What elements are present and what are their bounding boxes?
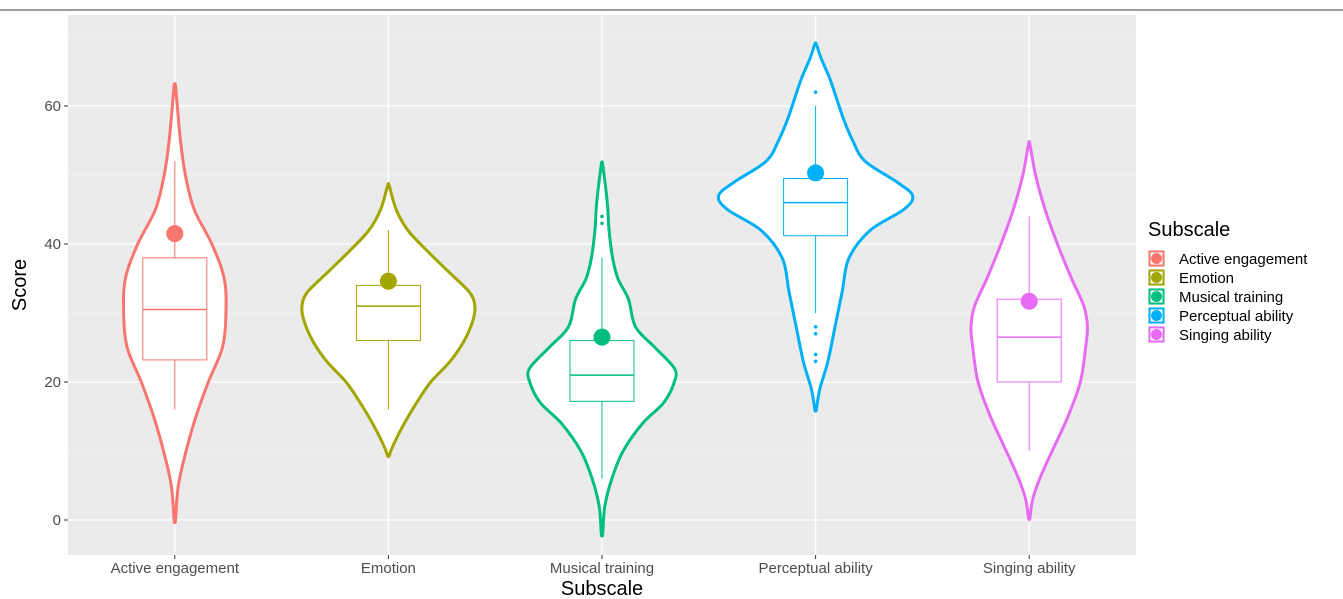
y-tick-label: 60	[44, 98, 61, 115]
violin-shape	[300, 182, 477, 459]
legend-item: Emotion	[1148, 269, 1234, 287]
mean-point	[593, 328, 611, 346]
violin-group-perceptual-ability	[716, 41, 915, 413]
legend-item: Singing ability	[1148, 326, 1272, 344]
outlier-point	[813, 325, 818, 329]
legend-key-point	[1151, 291, 1162, 302]
legend-label: Singing ability	[1179, 327, 1272, 344]
y-axis-title: Score	[9, 259, 31, 311]
violin-group-emotion	[300, 182, 477, 459]
legend-key-point	[1151, 310, 1162, 321]
legend-item: Perceptual ability	[1148, 307, 1294, 325]
y-tick-label: 20	[44, 374, 61, 391]
violin-group-active-engagement	[121, 82, 228, 525]
legend-items: Active engagement Emotion Musical training…	[1148, 250, 1308, 344]
outlier-point	[813, 90, 818, 94]
legend-key-point	[1151, 329, 1162, 340]
outlier-point	[813, 331, 818, 336]
mean-point	[166, 225, 184, 243]
outlier-point	[813, 359, 818, 364]
outlier-point	[600, 221, 604, 226]
violin-group-singing-ability	[969, 140, 1089, 521]
legend-title: Subscale	[1148, 219, 1230, 241]
legend-item: Musical training	[1148, 288, 1283, 306]
outlier-point	[600, 214, 604, 219]
legend-key-point	[1151, 253, 1162, 264]
axes: 0 20 40 60 Active engagement Emotion Musical t…	[44, 98, 1076, 577]
legend-key-point	[1151, 272, 1162, 283]
x-tick-label: Emotion	[361, 560, 416, 577]
violin-shape	[716, 41, 915, 413]
x-tick-label: Musical training	[550, 560, 654, 577]
x-axis-title: Subscale	[561, 578, 643, 599]
legend: Subscale Active engagement Emotion Musical…	[1148, 219, 1308, 344]
legend-label: Active engagement	[1179, 251, 1308, 268]
chart-marks	[121, 41, 1089, 538]
mean-point	[1020, 292, 1038, 310]
x-tick-label: Perceptual ability	[758, 560, 873, 577]
violin-group-musical-training	[526, 160, 678, 538]
legend-label: Emotion	[1179, 270, 1234, 287]
violin-shape	[121, 82, 228, 525]
x-tick-label: Singing ability	[983, 560, 1076, 577]
y-tick-label: 40	[44, 236, 61, 253]
legend-item: Active engagement	[1148, 250, 1308, 268]
legend-label: Musical training	[1179, 289, 1283, 306]
y-tick-label: 0	[53, 512, 61, 529]
violin-shape	[969, 140, 1089, 521]
mean-point	[807, 164, 825, 182]
x-tick-label: Active engagement	[111, 560, 240, 577]
legend-label: Perceptual ability	[1179, 308, 1294, 325]
violin-shape	[526, 160, 678, 538]
outlier-point	[813, 352, 818, 357]
mean-point	[379, 272, 397, 290]
